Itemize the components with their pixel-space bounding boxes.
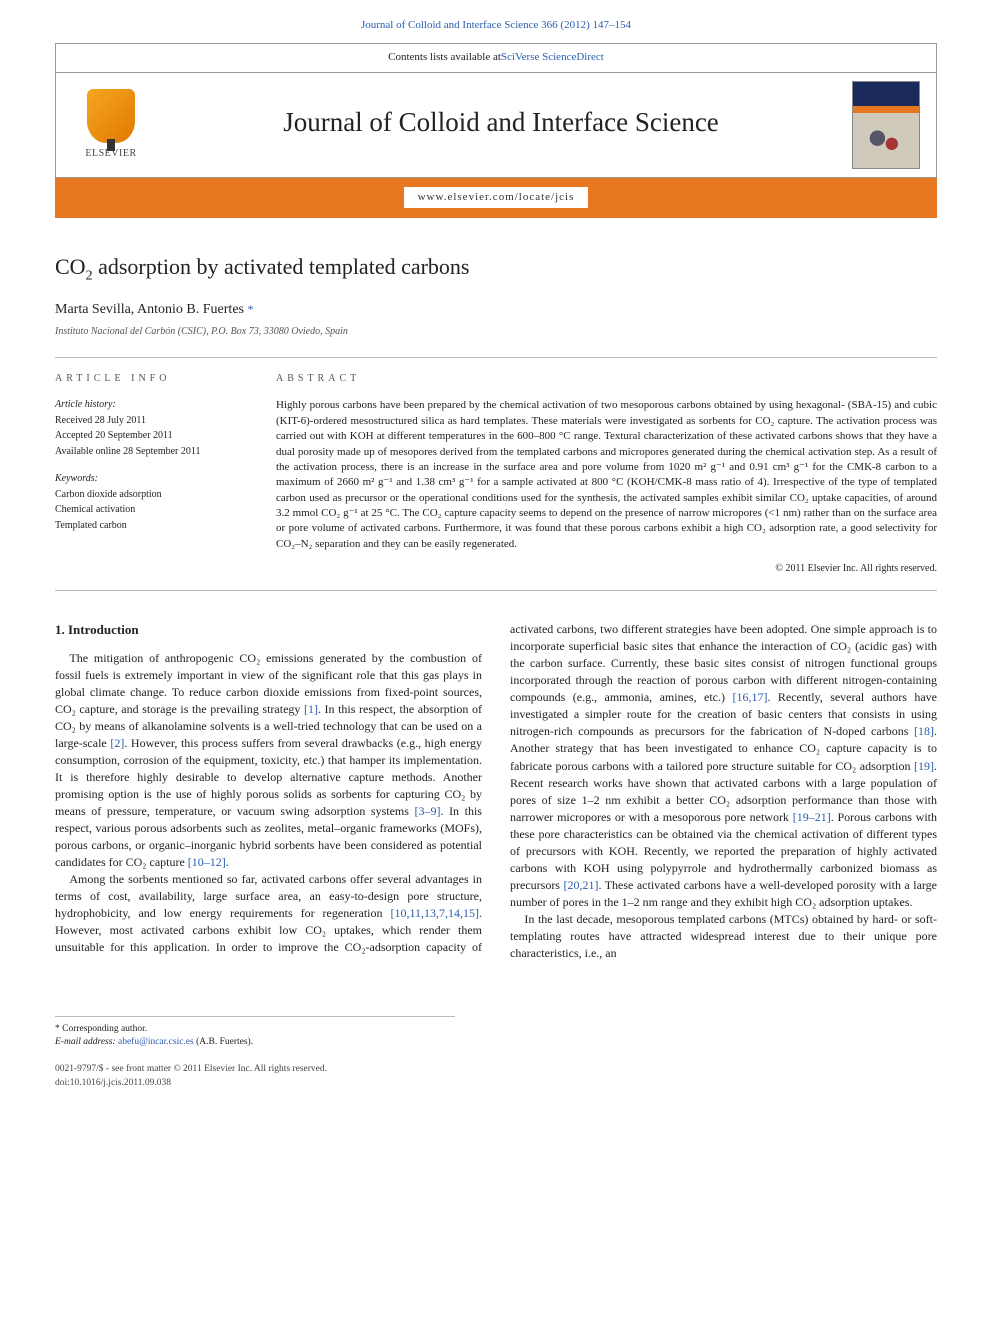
info-abstract-row: article info Article history: Received 2…	[55, 357, 937, 591]
sciencedirect-link[interactable]: SciVerse ScienceDirect	[501, 50, 604, 65]
doi-line: doi:10.1016/j.jcis.2011.09.038	[55, 1077, 937, 1090]
article-info-column: article info Article history: Received 2…	[55, 358, 260, 590]
reference-link[interactable]: [1]	[304, 702, 318, 716]
abstract-copyright: © 2011 Elsevier Inc. All rights reserved…	[276, 562, 937, 576]
abstract-text: Highly porous carbons have been prepared…	[276, 398, 937, 552]
reference-link[interactable]: [10,11,13,7,14,15]	[390, 906, 479, 920]
journal-title-cell: Journal of Colloid and Interface Science	[166, 73, 836, 177]
reference-link[interactable]: [19]	[914, 759, 934, 773]
abstract-label: abstract	[276, 372, 937, 386]
email-suffix: (A.B. Fuertes).	[194, 1037, 253, 1047]
affiliation: Instituto Nacional del Carbón (CSIC), P.…	[55, 325, 937, 339]
title-subscript: 2	[86, 268, 93, 283]
body-text: 1. Introduction The mitigation of anthro…	[55, 621, 937, 962]
journal-title: Journal of Colloid and Interface Science	[283, 104, 719, 142]
paragraph: In the last decade, mesoporous templated…	[510, 911, 937, 962]
issn-line: 0021-9797/$ - see front matter © 2011 El…	[55, 1063, 937, 1076]
email-label: E-mail address:	[55, 1037, 118, 1047]
contents-bar: Contents lists available at SciVerse Sci…	[56, 44, 936, 72]
corresponding-footnote: * Corresponding author. E-mail address: …	[55, 1016, 455, 1050]
available-date: Available online 28 September 2011	[55, 445, 244, 459]
body-text-span: .	[226, 855, 229, 869]
abstract-column: abstract Highly porous carbons have been…	[260, 358, 937, 590]
journal-url[interactable]: www.elsevier.com/locate/jcis	[404, 187, 589, 208]
citation-link[interactable]: Journal of Colloid and Interface Science…	[361, 19, 631, 31]
journal-url-stripe: www.elsevier.com/locate/jcis	[55, 178, 937, 218]
cover-thumb-cell	[836, 73, 936, 177]
reference-link[interactable]: [19–21]	[793, 810, 831, 824]
title-part: adsorption by activated templated carbon…	[93, 254, 470, 279]
keyword: Templated carbon	[55, 519, 244, 533]
keywords-label: Keywords:	[55, 472, 244, 486]
reference-link[interactable]: [18]	[914, 724, 934, 738]
page-footer: 0021-9797/$ - see front matter © 2011 El…	[55, 1063, 937, 1090]
authors-line: Marta Sevilla, Antonio B. Fuertes *	[55, 300, 937, 320]
history-label: Article history:	[55, 398, 244, 412]
title-part: CO	[55, 254, 86, 279]
reference-link[interactable]: [20,21]	[563, 878, 598, 892]
journal-cover-thumb-icon	[852, 81, 920, 169]
section-heading: 1. Introduction	[55, 621, 482, 639]
citation-header: Journal of Colloid and Interface Science…	[0, 0, 992, 43]
publisher-logo-cell: ELSEVIER	[56, 73, 166, 177]
author-names: Marta Sevilla, Antonio B. Fuertes	[55, 302, 247, 317]
received-date: Received 28 July 2011	[55, 414, 244, 428]
paragraph: The mitigation of anthropogenic CO₂ emis…	[55, 650, 482, 871]
reference-link[interactable]: [3–9]	[414, 804, 440, 818]
article-info-label: article info	[55, 372, 244, 386]
contents-text: Contents lists available at	[388, 50, 501, 65]
article-title: CO2 adsorption by activated templated ca…	[55, 252, 937, 286]
keyword: Carbon dioxide adsorption	[55, 488, 244, 502]
reference-link[interactable]: [2]	[110, 736, 124, 750]
reference-link[interactable]: [16,17]	[732, 690, 767, 704]
body-text-span: In the last decade, mesoporous templated…	[510, 912, 937, 960]
article-content: CO2 adsorption by activated templated ca…	[0, 218, 992, 992]
corresponding-author-link[interactable]: *	[247, 302, 253, 316]
email-link[interactable]: abefu@incar.csic.es	[118, 1037, 194, 1047]
journal-header-box: Contents lists available at SciVerse Sci…	[55, 43, 937, 177]
corr-author-label: * Corresponding author.	[55, 1023, 455, 1036]
accepted-date: Accepted 20 September 2011	[55, 429, 244, 443]
header-main: ELSEVIER Journal of Colloid and Interfac…	[56, 73, 936, 177]
keyword: Chemical activation	[55, 503, 244, 517]
reference-link[interactable]: [10–12]	[188, 855, 226, 869]
elsevier-tree-icon	[87, 89, 135, 143]
